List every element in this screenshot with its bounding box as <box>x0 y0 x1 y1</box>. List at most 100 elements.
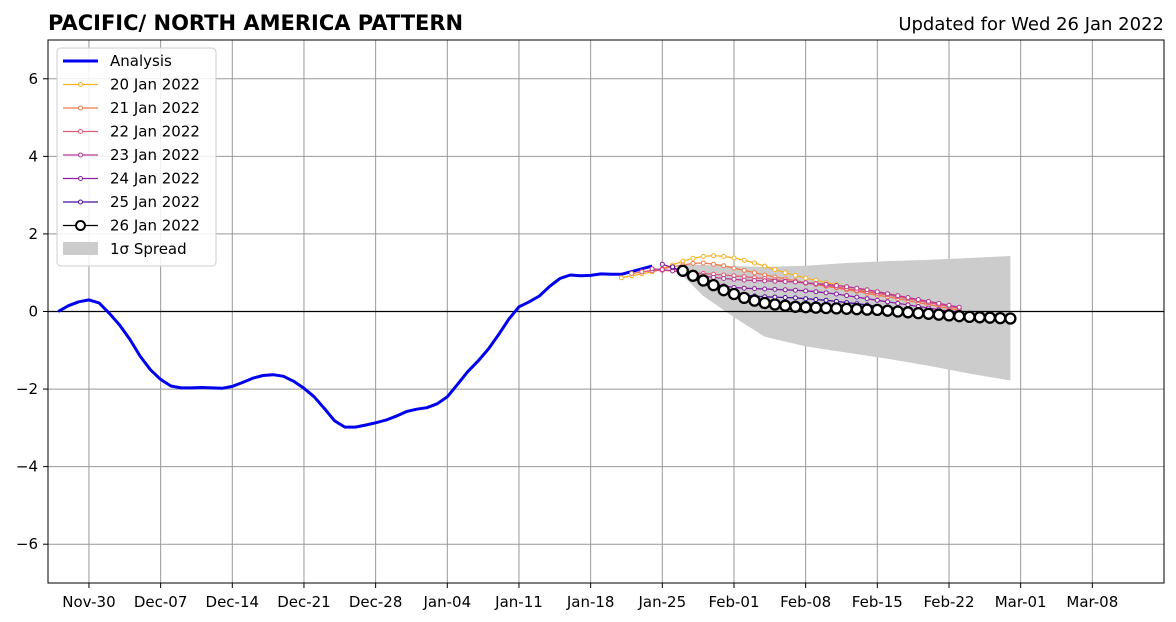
forecast-point-25-jan-2022 <box>803 296 809 302</box>
forecast-point-26-jan-2022 <box>963 310 976 324</box>
legend-label: 26 Jan 2022 <box>110 217 200 235</box>
forecast-point-24-jan-2022 <box>782 287 788 293</box>
legend-marker <box>78 152 83 158</box>
forecast-point-23-jan-2022 <box>649 266 655 272</box>
legend-marker <box>75 220 86 231</box>
x-tick-label: Dec-21 <box>277 593 331 611</box>
forecast-point-21-jan-2022 <box>721 263 727 269</box>
forecast-point-26-jan-2022 <box>973 311 986 324</box>
forecast-point-23-jan-2022 <box>813 281 819 287</box>
forecast-point-21-jan-2022 <box>629 271 635 276</box>
x-tick-label: Feb-22 <box>923 593 974 611</box>
legend-label: 21 Jan 2022 <box>110 99 200 117</box>
x-tick-label: Jan-25 <box>637 593 686 611</box>
analysis-line <box>57 264 653 429</box>
forecast-point-20-jan-2022 <box>721 253 727 259</box>
forecast-point-23-jan-2022 <box>895 293 901 299</box>
forecast-point-23-jan-2022 <box>915 297 921 302</box>
forecast-point-26-jan-2022 <box>922 307 935 320</box>
x-tick-label: Mar-01 <box>995 593 1047 611</box>
forecast-point-24-jan-2022 <box>833 291 839 297</box>
forecast-point-24-jan-2022 <box>823 290 829 296</box>
chart-subtitle: Updated for Wed 26 Jan 2022 <box>898 14 1164 35</box>
forecast-point-26-jan-2022 <box>748 294 761 307</box>
forecast-point-26-jan-2022 <box>768 298 782 311</box>
legend-swatch-spread <box>63 242 98 255</box>
forecast-point-20-jan-2022 <box>762 263 768 269</box>
x-tick-label: Dec-14 <box>206 593 260 611</box>
forecast-point-24-jan-2022 <box>874 297 880 303</box>
forecast-point-23-jan-2022 <box>854 285 860 291</box>
forecast-point-26-jan-2022 <box>758 296 771 310</box>
x-tick-label: Jan-18 <box>566 593 615 611</box>
legend-marker <box>78 82 83 87</box>
forecast-point-26-jan-2022 <box>717 284 730 297</box>
forecast-point-26-jan-2022 <box>901 306 915 319</box>
y-tick-label: 0 <box>28 303 38 321</box>
forecast-point-26-jan-2022 <box>799 301 812 314</box>
x-tick-label: Nov-30 <box>62 593 115 611</box>
forecast-point-23-jan-2022 <box>659 267 665 273</box>
forecast-point-21-jan-2022 <box>741 267 747 273</box>
forecast-point-26-jan-2022 <box>676 264 689 277</box>
x-tick-label: Feb-01 <box>708 593 759 611</box>
forecast-point-21-jan-2022 <box>690 260 696 266</box>
forecast-point-24-jan-2022 <box>741 285 747 291</box>
forecast-point-25-jan-2022 <box>823 297 829 303</box>
forecast-point-26-jan-2022 <box>819 301 833 315</box>
forecast-point-26-jan-2022 <box>707 278 720 292</box>
x-tick-label: Mar-08 <box>1066 593 1118 611</box>
legend-label: 24 Jan 2022 <box>110 170 200 188</box>
forecast-point-24-jan-2022 <box>813 289 819 295</box>
legend-box <box>56 47 217 267</box>
forecast-point-24-jan-2022 <box>772 286 778 292</box>
forecast-point-25-jan-2022 <box>782 295 788 300</box>
forecast-point-20-jan-2022 <box>741 257 747 263</box>
forecast-point-21-jan-2022 <box>731 265 737 271</box>
forecast-point-26-jan-2022 <box>912 306 925 320</box>
forecast-point-24-jan-2022 <box>854 294 860 300</box>
forecast-point-23-jan-2022 <box>752 278 757 283</box>
forecast-point-20-jan-2022 <box>711 253 716 259</box>
forecast-point-26-jan-2022 <box>932 308 945 321</box>
forecast-point-24-jan-2022 <box>792 287 798 293</box>
forecast-point-26-jan-2022 <box>830 302 843 315</box>
forecast-point-22-jan-2022 <box>639 269 645 275</box>
forecast-point-23-jan-2022 <box>864 287 870 293</box>
forecast-point-23-jan-2022 <box>741 277 747 283</box>
forecast-point-23-jan-2022 <box>885 291 891 297</box>
forecast-point-26-jan-2022 <box>881 304 894 317</box>
forecast-point-23-jan-2022 <box>721 276 727 281</box>
forecast-point-26-jan-2022 <box>860 303 874 316</box>
forecast-point-23-jan-2022 <box>956 304 962 310</box>
forecast-point-26-jan-2022 <box>840 302 853 315</box>
forecast-point-24-jan-2022 <box>803 288 809 294</box>
forecast-point-20-jan-2022 <box>803 275 809 281</box>
forecast-point-20-jan-2022 <box>700 253 706 259</box>
forecast-point-26-jan-2022 <box>994 311 1007 325</box>
forecast-point-20-jan-2022 <box>772 267 778 273</box>
forecast-point-23-jan-2022 <box>782 279 788 285</box>
forecast-point-26-jan-2022 <box>738 291 751 305</box>
forecast-point-20-jan-2022 <box>792 272 798 278</box>
forecast-point-26-jan-2022 <box>779 299 792 312</box>
forecast-point-20-jan-2022 <box>752 260 757 266</box>
chart-title: PACIFIC/ NORTH AMERICA PATTERN <box>48 11 463 35</box>
forecast-point-23-jan-2022 <box>731 276 737 282</box>
forecast-point-26-jan-2022 <box>942 309 956 322</box>
y-tick-label: −6 <box>16 535 38 553</box>
legend-label: 1σ Spread <box>110 240 187 258</box>
forecast-point-20-jan-2022 <box>618 275 624 281</box>
forecast-point-26-jan-2022 <box>891 305 904 318</box>
legend-label: 20 Jan 2022 <box>110 76 200 94</box>
x-tick-label: Feb-08 <box>780 593 831 611</box>
y-tick-label: 4 <box>28 147 38 165</box>
forecast-point-25-jan-2022 <box>813 297 819 302</box>
x-tick-label: Dec-28 <box>349 593 403 611</box>
forecast-point-24-jan-2022 <box>864 296 870 302</box>
forecast-point-20-jan-2022 <box>782 270 788 276</box>
x-tick-label: Dec-07 <box>134 593 188 611</box>
legend-marker <box>78 199 83 205</box>
forecast-point-24-jan-2022 <box>895 300 901 306</box>
